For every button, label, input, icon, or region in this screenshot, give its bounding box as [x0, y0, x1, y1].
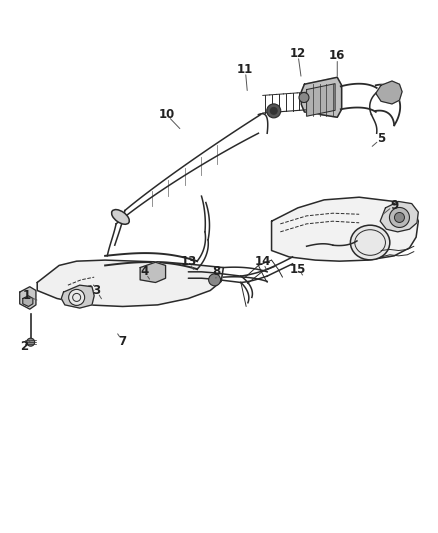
Text: 13: 13 [180, 255, 197, 268]
Circle shape [395, 213, 404, 222]
Polygon shape [37, 260, 223, 306]
Polygon shape [376, 81, 402, 104]
Polygon shape [20, 287, 36, 309]
Text: 1: 1 [23, 289, 31, 302]
Text: 11: 11 [237, 63, 254, 76]
Polygon shape [301, 77, 342, 117]
Circle shape [267, 104, 281, 118]
Text: 3: 3 [92, 284, 100, 297]
Polygon shape [272, 197, 418, 261]
Circle shape [69, 289, 85, 305]
Circle shape [27, 338, 35, 346]
Text: 14: 14 [254, 255, 271, 268]
Circle shape [389, 207, 410, 228]
Polygon shape [140, 262, 166, 282]
Circle shape [208, 274, 221, 286]
Polygon shape [380, 201, 418, 232]
Text: 7: 7 [119, 335, 127, 348]
Text: 5: 5 [377, 132, 385, 145]
Circle shape [270, 107, 278, 115]
Circle shape [299, 93, 309, 102]
Text: 4: 4 [141, 265, 148, 278]
Ellipse shape [112, 209, 129, 224]
Ellipse shape [350, 225, 390, 260]
Polygon shape [61, 285, 94, 308]
Text: 15: 15 [290, 263, 306, 276]
Polygon shape [23, 296, 33, 306]
Text: 16: 16 [329, 50, 346, 62]
Text: 12: 12 [290, 47, 306, 60]
Text: 8: 8 [213, 265, 221, 278]
Text: 10: 10 [158, 108, 175, 121]
Polygon shape [307, 84, 335, 116]
Text: 9: 9 [390, 199, 398, 212]
Text: 2: 2 [20, 340, 28, 353]
